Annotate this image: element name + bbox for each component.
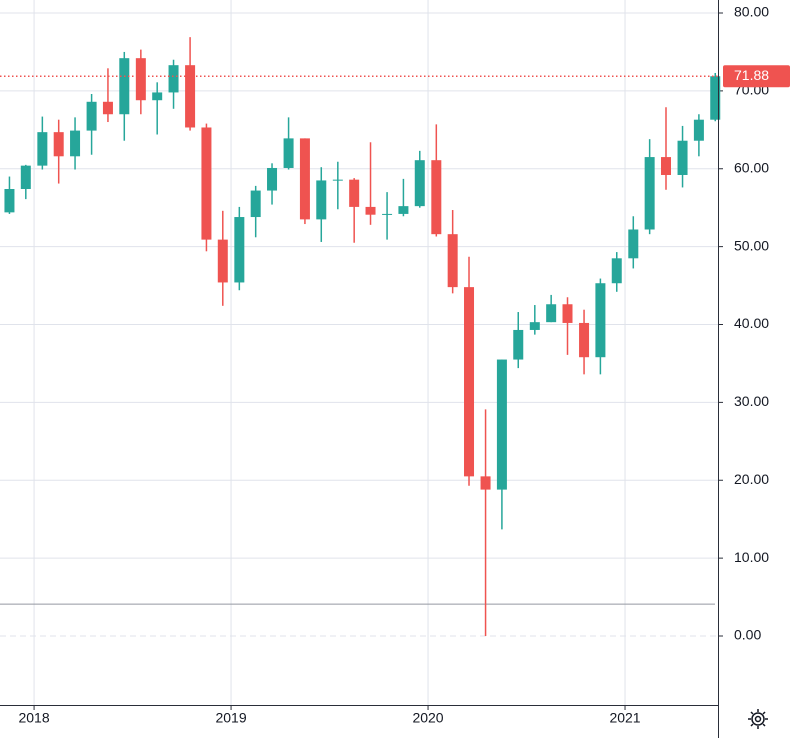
candle-body — [710, 76, 721, 120]
candle-body — [102, 101, 113, 115]
candle-body — [496, 359, 507, 490]
candle-body — [693, 119, 704, 141]
candle-body — [53, 132, 64, 157]
candle-body — [86, 101, 97, 131]
y-tick-label: 50.00 — [734, 237, 769, 253]
y-tick-label: 0.00 — [734, 627, 761, 643]
candle-body — [37, 132, 48, 166]
candle-body — [595, 283, 606, 358]
y-tick-label: 40.00 — [734, 315, 769, 331]
y-tick-label: 20.00 — [734, 471, 769, 487]
candle-body — [546, 304, 557, 323]
candle-body — [316, 180, 327, 220]
candle-body — [267, 167, 278, 191]
candle-body — [398, 206, 409, 214]
y-tick-label: 10.00 — [734, 549, 769, 565]
x-tick-label: 2018 — [18, 710, 49, 726]
candle-body — [299, 138, 310, 220]
plot: 0.0010.0020.0030.0040.0050.0060.0070.008… — [0, 0, 790, 726]
candle-body — [611, 258, 622, 284]
candle-body — [660, 157, 671, 175]
candle-body — [135, 58, 146, 101]
candle-body — [185, 65, 196, 128]
candle-body — [250, 190, 261, 218]
candle-body — [529, 322, 540, 330]
candle-body — [201, 127, 212, 240]
gear-ring — [751, 712, 765, 726]
gear-teeth — [748, 709, 768, 729]
candle-body — [644, 157, 655, 230]
candle-body — [579, 322, 590, 358]
candle-body — [70, 130, 81, 157]
y-tick-label: 30.00 — [734, 393, 769, 409]
candle-body — [480, 476, 491, 490]
candle-body — [562, 304, 573, 323]
candle-body — [447, 234, 458, 288]
x-tick-label: 2020 — [412, 710, 443, 726]
candle-body — [677, 140, 688, 175]
candle-body — [4, 189, 15, 213]
x-tick-label: 2021 — [609, 710, 640, 726]
candle-body — [414, 160, 425, 207]
x-tick-label: 2019 — [215, 710, 246, 726]
candle-body — [349, 179, 360, 207]
candle-body — [283, 138, 294, 168]
last-price-badge — [723, 65, 790, 88]
y-tick-label: 80.00 — [734, 4, 769, 20]
candle-body — [332, 179, 343, 181]
candle-body — [234, 217, 245, 283]
y-tick-label: 60.00 — [734, 159, 769, 175]
candle-body — [431, 160, 442, 235]
candle-body — [513, 329, 524, 360]
candle-body — [152, 92, 163, 101]
settings-icon[interactable] — [748, 709, 768, 729]
candle-body — [20, 165, 31, 190]
gear-hub — [754, 715, 762, 723]
candle-body — [464, 287, 475, 477]
candle-body — [628, 229, 639, 259]
candle-body — [119, 58, 130, 115]
candle-body — [365, 206, 376, 215]
candle-body — [217, 239, 228, 283]
candle-body — [168, 65, 179, 93]
last-price-label: 71.88 — [734, 67, 769, 83]
candle-body — [382, 213, 393, 215]
